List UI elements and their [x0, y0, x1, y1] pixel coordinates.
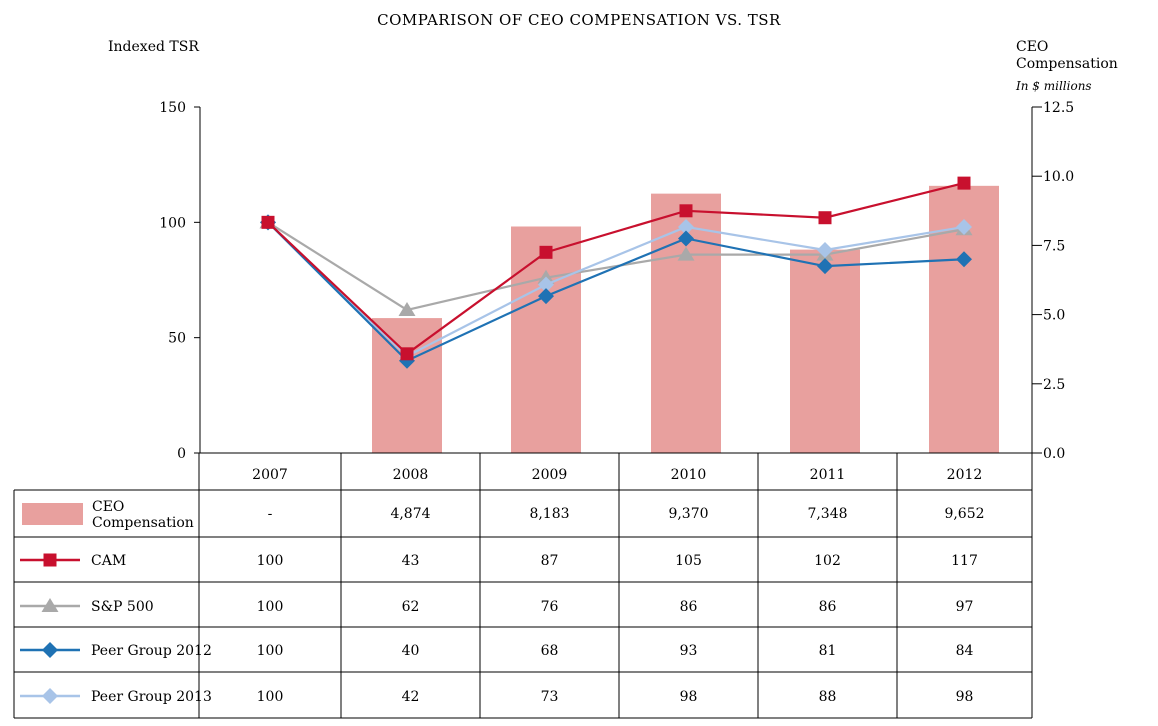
ceo-compensation-legend-line2: Compensation — [92, 515, 194, 531]
cam-legend-marker — [43, 553, 57, 567]
ceo-compensation-legend-swatch — [22, 503, 83, 525]
cam-point-2009 — [539, 245, 553, 259]
cam-line — [267, 182, 965, 356]
s-p-500-point-2010 — [677, 246, 695, 261]
cam-value-2012: 117 — [951, 553, 978, 569]
peer-group-2012-point-2012 — [956, 251, 972, 268]
peer-group-2013-point-2009 — [538, 276, 554, 293]
ceo-compensation-legend-line1: CEO — [92, 499, 124, 515]
s-p-500-value-2012: 97 — [956, 599, 974, 615]
peer-group-2012-value-2012: 84 — [956, 643, 974, 659]
ceo-compensation-value-2011: 7,348 — [807, 506, 847, 522]
s-p-500-value-2008: 62 — [402, 599, 420, 615]
right-tick-label: 12.5 — [1043, 100, 1074, 116]
cam-value-2008: 43 — [402, 553, 420, 569]
ceo-compensation-value-2007: - — [268, 506, 273, 522]
x-tick-label-2008: 2008 — [393, 467, 429, 483]
peer-group-2013-point-2012 — [956, 218, 972, 235]
peer-group-2013-value-2008: 42 — [402, 689, 420, 705]
right-axis-label-line2: Compensation — [1016, 56, 1118, 72]
s-p-500-value-2007: 100 — [257, 599, 284, 615]
right-tick-label: 7.5 — [1043, 238, 1065, 254]
peer-group-2013-point-2011 — [817, 242, 833, 259]
ceo-compensation-bar-2009 — [511, 226, 581, 453]
peer-group-2013-value-2012: 98 — [956, 689, 974, 705]
chart-title: COMPARISON OF CEO COMPENSATION VS. TSR — [377, 11, 781, 29]
cam-point-2008 — [400, 347, 414, 361]
right-tick-label: 0.0 — [1043, 446, 1065, 462]
peer-group-2012-line — [267, 221, 965, 363]
peer-group-2013-value-2011: 88 — [819, 689, 837, 705]
x-tick-label-2007: 2007 — [252, 467, 288, 483]
s-p-500-value-2010: 86 — [680, 599, 698, 615]
x-tick-label-2011: 2011 — [810, 467, 846, 483]
s-p-500-legend-marker — [41, 598, 59, 612]
peer-group-2013-legend-marker — [42, 688, 58, 704]
right-axis-units: In $ millions — [1015, 79, 1092, 93]
ceo-compensation-value-2012: 9,652 — [944, 506, 984, 522]
cam-point-2007 — [261, 215, 275, 229]
x-tick-label-2012: 2012 — [947, 467, 983, 483]
ceo-compensation-value-2009: 8,183 — [529, 506, 569, 522]
peer-group-2012-point-2010 — [678, 230, 694, 247]
cam-point-2012 — [957, 176, 971, 190]
peer-group-2013-line — [267, 221, 965, 358]
peer-group-2013-value-2007: 100 — [257, 689, 284, 705]
left-tick-label: 0 — [177, 446, 186, 462]
right-axis-label-line1: CEO — [1016, 39, 1048, 55]
peer-group-2012-value-2010: 93 — [680, 643, 698, 659]
s-p-500-point-2008 — [398, 301, 416, 316]
cam-value-2011: 102 — [814, 553, 841, 569]
left-axis-label: Indexed TSR — [108, 39, 199, 55]
peer-group-2012-value-2009: 68 — [541, 643, 559, 659]
right-tick-label: 5.0 — [1043, 308, 1065, 324]
peer-group-2012-legend-label: Peer Group 2012 — [91, 643, 212, 659]
peer-group-2012-value-2008: 40 — [402, 643, 420, 659]
peer-group-2012-legend-marker — [42, 642, 58, 658]
s-p-500-value-2009: 76 — [541, 599, 559, 615]
cam-point-2010 — [679, 204, 693, 218]
peer-group-2012-point-2011 — [817, 258, 833, 275]
peer-group-2013-value-2009: 73 — [541, 689, 559, 705]
peer-group-2012-value-2011: 81 — [819, 643, 837, 659]
peer-group-2013-point-2010 — [678, 218, 694, 235]
peer-group-2013-legend-label: Peer Group 2013 — [91, 689, 212, 705]
ceo-compensation-value-2010: 9,370 — [668, 506, 708, 522]
cam-legend-label: CAM — [91, 553, 126, 569]
left-tick-label: 150 — [159, 100, 186, 116]
ceo-compensation-value-2008: 4,874 — [390, 506, 430, 522]
right-tick-label: 2.5 — [1043, 377, 1065, 393]
ceo-compensation-bar-2011 — [790, 249, 860, 453]
left-tick-label: 100 — [159, 215, 186, 231]
cam-value-2010: 105 — [675, 553, 702, 569]
cam-value-2007: 100 — [257, 553, 284, 569]
cam-point-2011 — [818, 211, 832, 225]
s-p-500-value-2011: 86 — [819, 599, 837, 615]
ceo-compensation-bar-2008 — [372, 318, 442, 453]
cam-value-2009: 87 — [541, 553, 559, 569]
left-tick-label: 50 — [168, 331, 186, 347]
x-tick-label-2009: 2009 — [532, 467, 568, 483]
peer-group-2012-point-2009 — [538, 288, 554, 305]
peer-group-2013-value-2010: 98 — [680, 689, 698, 705]
right-tick-label: 10.0 — [1043, 169, 1074, 185]
x-tick-label-2010: 2010 — [671, 467, 707, 483]
peer-group-2012-value-2007: 100 — [257, 643, 284, 659]
s-p-500-legend-label: S&P 500 — [91, 599, 154, 615]
